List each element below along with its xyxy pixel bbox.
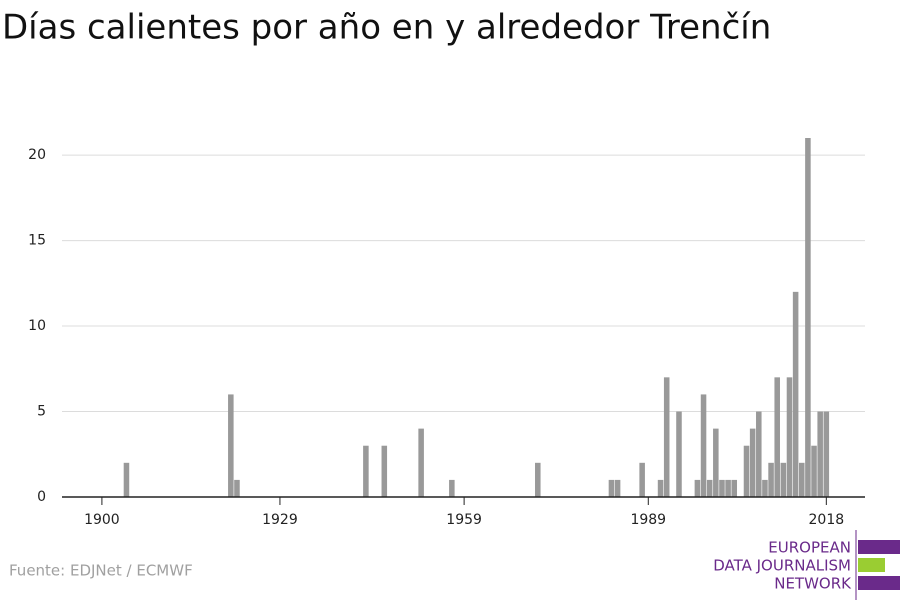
bar bbox=[780, 462, 787, 497]
bar bbox=[805, 138, 811, 497]
logo-bar bbox=[858, 576, 900, 590]
logo-bar bbox=[858, 540, 900, 554]
x-tick-label: 1929 bbox=[262, 512, 298, 528]
y-tick-label: 5 bbox=[37, 404, 46, 420]
bar bbox=[657, 479, 664, 497]
chart-title: Días calientes por año en y alrededor Tr… bbox=[2, 8, 771, 48]
y-tick-label: 15 bbox=[28, 233, 46, 249]
y-tick-label: 0 bbox=[37, 489, 46, 505]
source: Fuente: EDJNet / ECMWF bbox=[9, 562, 193, 580]
bar bbox=[725, 479, 731, 497]
logo-text: NETWORK bbox=[774, 575, 852, 593]
bar bbox=[706, 479, 713, 497]
y-tick-label: 10 bbox=[28, 318, 46, 334]
bar bbox=[234, 479, 240, 497]
bar bbox=[608, 479, 615, 497]
bar bbox=[792, 291, 799, 497]
logo-text: DATA JOURNALISM bbox=[713, 557, 851, 575]
bar bbox=[743, 445, 750, 497]
bar bbox=[535, 462, 541, 497]
x-tick-label: 2018 bbox=[809, 512, 845, 528]
bar bbox=[663, 377, 670, 497]
bar bbox=[228, 394, 234, 497]
bar bbox=[123, 462, 130, 497]
bar bbox=[756, 411, 762, 497]
bar bbox=[823, 411, 830, 497]
bar bbox=[817, 411, 823, 497]
bar bbox=[639, 462, 645, 497]
y-tick-label: 20 bbox=[28, 147, 46, 163]
bar bbox=[774, 377, 780, 497]
bar bbox=[363, 445, 369, 497]
logo-text: EUROPEAN bbox=[768, 539, 851, 557]
bar bbox=[786, 377, 793, 497]
bar bbox=[694, 479, 701, 497]
bar bbox=[614, 479, 621, 497]
x-tick-label: 1959 bbox=[446, 512, 482, 528]
bar bbox=[449, 479, 455, 497]
bar bbox=[381, 445, 388, 497]
bar bbox=[798, 462, 805, 497]
bar bbox=[811, 445, 817, 497]
bar bbox=[731, 479, 738, 497]
bar bbox=[719, 479, 725, 497]
bar bbox=[700, 394, 707, 497]
bar bbox=[713, 428, 719, 497]
bar bbox=[768, 462, 774, 497]
logo-bar bbox=[858, 558, 885, 572]
bar bbox=[418, 428, 424, 497]
bar bbox=[762, 479, 768, 497]
x-tick-label: 1989 bbox=[630, 512, 666, 528]
x-tick-label: 1900 bbox=[84, 512, 120, 528]
bar bbox=[749, 428, 756, 497]
bar bbox=[676, 411, 682, 497]
